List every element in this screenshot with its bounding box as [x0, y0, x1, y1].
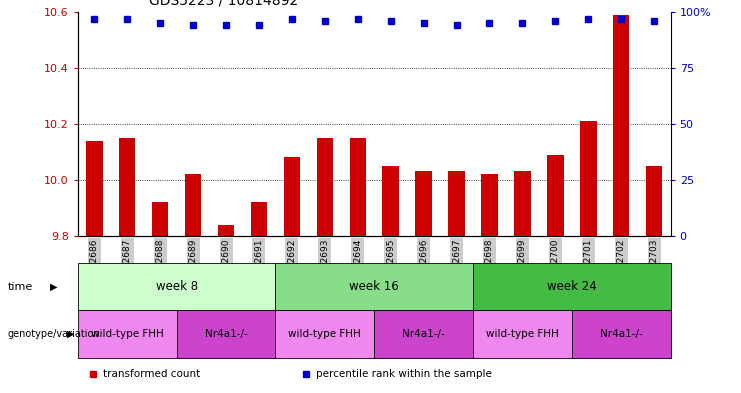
Bar	[176, 310, 276, 358]
Bar	[350, 138, 366, 236]
Bar	[284, 158, 300, 236]
Bar	[152, 202, 168, 236]
Bar	[119, 138, 136, 236]
Bar	[481, 174, 498, 236]
Bar	[473, 263, 671, 310]
Bar	[276, 310, 374, 358]
Text: percentile rank within the sample: percentile rank within the sample	[316, 369, 492, 378]
Text: ▶: ▶	[67, 329, 75, 339]
Bar	[580, 121, 597, 236]
Bar	[473, 310, 572, 358]
Text: Nr4a1-/-: Nr4a1-/-	[205, 329, 247, 339]
Text: genotype/variation: genotype/variation	[7, 329, 100, 339]
Text: week 24: week 24	[547, 280, 597, 294]
Bar	[185, 174, 202, 236]
Bar	[382, 166, 399, 236]
Bar	[78, 310, 176, 358]
Bar	[78, 263, 276, 310]
Text: time: time	[7, 282, 33, 292]
Bar	[416, 171, 432, 236]
Bar	[86, 141, 102, 236]
Bar	[276, 263, 473, 310]
Text: ▶: ▶	[50, 282, 57, 292]
Text: week 16: week 16	[349, 280, 399, 294]
Bar	[250, 202, 268, 236]
Bar	[448, 171, 465, 236]
Text: wild-type FHH: wild-type FHH	[486, 329, 559, 339]
Bar	[547, 154, 564, 236]
Text: week 8: week 8	[156, 280, 198, 294]
Text: Nr4a1-/-: Nr4a1-/-	[402, 329, 445, 339]
Text: wild-type FHH: wild-type FHH	[91, 329, 164, 339]
Bar	[218, 225, 234, 236]
Text: GDS5223 / 10814892: GDS5223 / 10814892	[149, 0, 298, 8]
Bar	[572, 310, 671, 358]
Bar	[316, 138, 333, 236]
Text: Nr4a1-/-: Nr4a1-/-	[599, 329, 642, 339]
Bar	[646, 166, 662, 236]
Bar	[374, 310, 473, 358]
Bar	[613, 15, 629, 236]
Text: wild-type FHH: wild-type FHH	[288, 329, 361, 339]
Bar	[514, 171, 531, 236]
Text: transformed count: transformed count	[103, 369, 200, 378]
